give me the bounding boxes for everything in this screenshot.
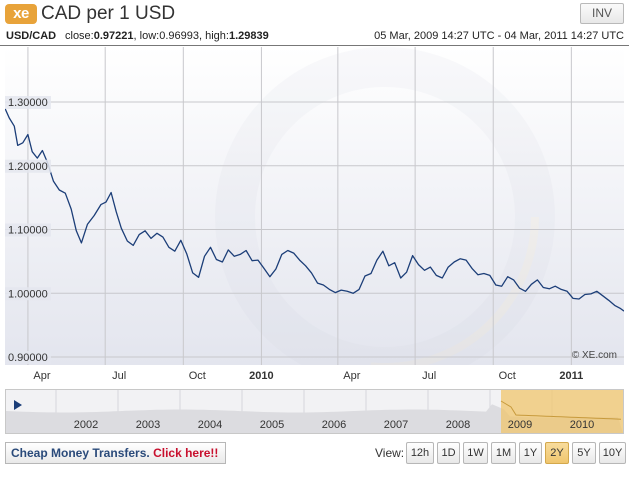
currency-pair: USD/CAD [6,30,57,42]
period-button-1m[interactable]: 1M [491,442,516,464]
y-tick-label-bg [5,351,51,364]
navigator-selected-range[interactable] [501,390,623,433]
navigator-year-label: 2003 [135,419,161,431]
x-axis: Apr Jul Oct 2010 Apr Jul Oct 2011 [0,366,629,388]
high-value: 1.29839 [228,30,269,42]
stats-values: close:0.97221, low:0.96993, high:1.29839 [65,30,269,42]
y-tick-label: 1.20000 [8,161,48,173]
x-tick-label: 2010 [249,370,274,382]
navigator-year-label: 2007 [383,419,409,431]
navigator-year-label: 2009 [507,419,533,431]
y-tick-label-bg [5,287,51,301]
navigator-area [6,404,623,433]
promo-text: Cheap Money Transfers. [11,446,150,460]
y-tick-label: 1.30000 [8,97,48,109]
period-button-1w[interactable]: 1W [463,442,488,464]
x-tick-label: Oct [188,370,206,382]
chart-frame: 1.30000 1.20000 1.10000 1.00000 0.90000 © XE… [0,45,629,365]
money-transfer-button[interactable]: Cheap Money Transfers. Click here!! [5,442,226,464]
y-tick-label: 1.10000 [8,225,48,237]
rate-chart[interactable]: 1.30000 1.20000 1.10000 1.00000 0.90000 © XE… [5,47,624,365]
low-value: 0.96993 [159,30,199,42]
y-tick-label-bg [5,159,51,173]
navigator-year-label: 2005 [259,419,285,431]
period-button-1y[interactable]: 1Y [519,442,542,464]
header: xe CAD per 1 USD INV [0,0,629,28]
x-tick-label: Jul [112,370,127,382]
navigator-year-label: 2004 [197,419,223,431]
navigator-selected-line [500,400,622,420]
xe-watermark-icon [215,47,555,365]
xe-logo: xe [5,4,37,24]
navigator-year-label: 2010 [569,419,595,431]
navigator-sparkline[interactable] [6,390,623,433]
copyright-watermark: © XE.com [572,350,617,361]
period-button-10y[interactable]: 10Y [599,442,626,464]
close-value: 0.97221 [93,30,134,42]
x-tick-label: Apr [33,370,51,382]
y-tick-label: 0.90000 [8,352,48,364]
x-tick-label: 2011 [559,370,584,382]
period-button-12h[interactable]: 12h [406,442,434,464]
period-button-5y[interactable]: 5Y [572,442,596,464]
navigator-year-label: 2002 [73,419,99,431]
x-tick-label: Jul [422,370,437,382]
x-tick-label: Apr [343,370,361,382]
promo-cta: Click here!! [153,446,219,460]
y-tick-label: 1.00000 [8,288,48,300]
play-icon[interactable] [14,400,22,410]
y-tick-label-bg [5,223,51,237]
period-button-1d[interactable]: 1D [437,442,460,464]
footer: Cheap Money Transfers. Click here!! View… [0,438,629,468]
period-button-2y[interactable]: 2Y [545,442,569,464]
x-tick-label: Oct [498,370,516,382]
high-label: high: [205,30,229,42]
page-title: CAD per 1 USD [41,3,176,24]
navigator-year-label: 2006 [321,419,347,431]
view-label: View: [375,446,405,460]
invert-button[interactable]: INV [580,3,624,24]
close-label: close: [65,30,94,42]
series-line [5,108,624,312]
low-label: low: [139,30,160,42]
chart-background [5,47,624,365]
navigator-year-label: 2008 [445,419,471,431]
date-range: 05 Mar, 2009 14:27 UTC - 04 Mar, 2011 14… [374,30,624,42]
y-tick-label-bg [5,96,51,109]
range-navigator[interactable]: 2002 2003 2004 2005 2006 2007 2008 2009 2010 [5,389,624,434]
stats-bar: USD/CAD close:0.97221, low:0.96993, high… [0,29,629,45]
